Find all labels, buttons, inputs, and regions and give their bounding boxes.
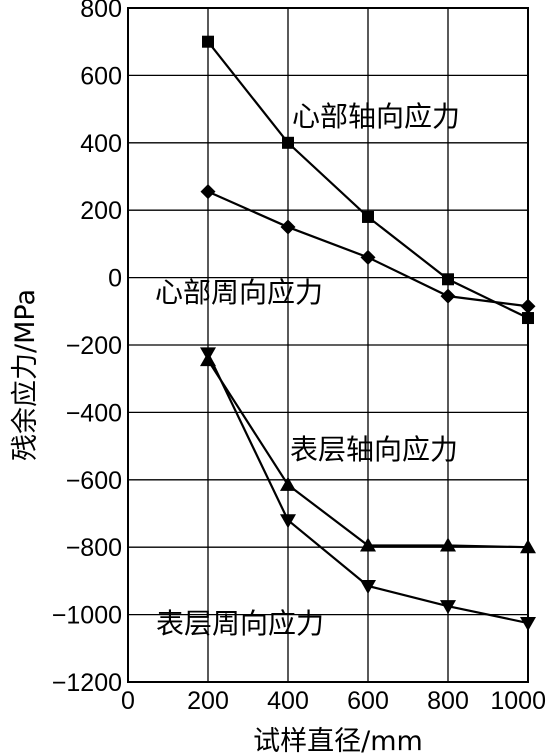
y-tick-label: 400 [80, 130, 122, 158]
y-tick-label: 600 [80, 62, 122, 90]
x-ticks: 0 200 400 600 800 1000 [121, 687, 546, 715]
series-group [200, 35, 536, 632]
series-0 [202, 35, 534, 325]
y-tick-label: −1000 [52, 602, 122, 630]
series-label-core-hoop: 心部周向应力 [155, 276, 323, 309]
x-tick-label: 400 [267, 687, 309, 715]
data-point-diamond [280, 219, 296, 235]
data-point-triangle-up [360, 537, 376, 552]
data-point-diamond [440, 288, 456, 304]
data-point-triangle-down [280, 514, 296, 529]
y-tick-label: 200 [80, 197, 122, 225]
data-point-triangle-up [440, 537, 456, 552]
data-point-triangle-down [200, 347, 216, 362]
y-tick-label: −200 [66, 332, 122, 360]
y-tick-label: −400 [66, 399, 122, 427]
data-point-square [362, 210, 374, 223]
x-tick-label: 600 [347, 687, 389, 715]
data-point-diamond [360, 249, 376, 265]
x-tick-label: 800 [427, 687, 469, 715]
data-point-square [442, 273, 454, 286]
y-ticks: 800 600 400 200 0 −200 −400 −600 −800 −1000 −1200 [52, 0, 122, 697]
y-tick-label: −1200 [52, 669, 122, 697]
data-point-triangle-up [520, 539, 536, 554]
y-axis-label: 残余应力/MPa [10, 289, 41, 461]
data-point-triangle-down [520, 617, 536, 632]
x-tick-label: 200 [187, 687, 229, 715]
y-tick-label: 0 [108, 265, 122, 293]
data-point-triangle-up [280, 476, 296, 491]
data-point-triangle-down [360, 579, 376, 594]
series-1 [200, 184, 536, 314]
data-point-square [522, 312, 534, 325]
series-label-surface-hoop: 表层周向应力 [156, 607, 324, 640]
series-3 [200, 347, 536, 632]
y-tick-label: −600 [66, 467, 122, 495]
x-tick-label: 1000 [490, 687, 546, 715]
data-point-triangle-down [440, 600, 456, 615]
grid [128, 8, 528, 682]
data-point-diamond [520, 298, 536, 314]
y-tick-label: −800 [66, 534, 122, 562]
data-point-diamond [200, 184, 216, 200]
series-label-core-axial: 心部轴向应力 [292, 100, 460, 133]
data-point-square [282, 136, 294, 149]
plot-frame [127, 7, 529, 683]
x-tick-label: 0 [121, 687, 135, 715]
x-axis-label: 试样直径/mm [253, 726, 423, 756]
series-label-surface-axial: 表层轴向应力 [290, 433, 458, 466]
data-point-square [202, 35, 214, 48]
y-tick-label: 800 [80, 0, 122, 23]
